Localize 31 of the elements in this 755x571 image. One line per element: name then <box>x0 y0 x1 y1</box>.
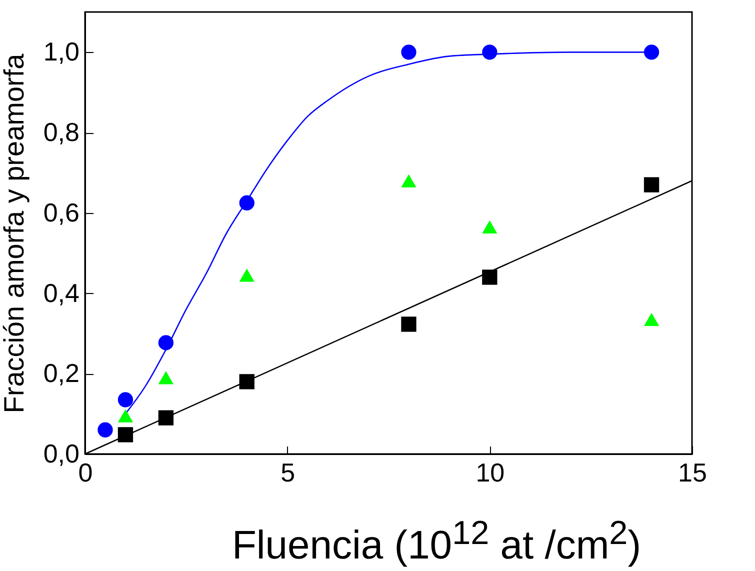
point <box>98 422 113 438</box>
x-axis-title: Fluencia (10$^{12}$ at /cm$^{2}$) <box>230 514 642 570</box>
point <box>401 174 416 188</box>
point <box>401 316 416 332</box>
x-tick-label: 10 <box>476 458 505 488</box>
x-tick-label: 15 <box>678 458 707 488</box>
y-axis-title: Fracción amorfa y preamorfa <box>0 53 30 414</box>
point <box>482 270 498 285</box>
x-tick-label: 0 <box>78 458 93 488</box>
point <box>482 220 498 234</box>
point <box>118 409 134 422</box>
point <box>644 312 660 326</box>
y-tick-label: 0,8 <box>43 117 80 148</box>
y-tick-label: 0,6 <box>43 197 80 228</box>
point <box>118 427 134 442</box>
point <box>239 195 254 210</box>
point <box>158 410 174 426</box>
point <box>158 335 174 350</box>
point <box>239 374 254 390</box>
y-tick-label: 1,0 <box>43 36 80 67</box>
point <box>118 392 134 408</box>
point <box>644 44 660 60</box>
y-tick-label: 0,2 <box>43 358 80 388</box>
x-tick-label: 5 <box>280 458 296 488</box>
point <box>401 44 416 60</box>
point <box>158 371 174 384</box>
y-tick-label: 0,0 <box>43 438 80 468</box>
point <box>239 268 254 282</box>
point <box>482 44 498 60</box>
y-tick-label: 0,4 <box>43 278 80 308</box>
point <box>644 177 660 192</box>
